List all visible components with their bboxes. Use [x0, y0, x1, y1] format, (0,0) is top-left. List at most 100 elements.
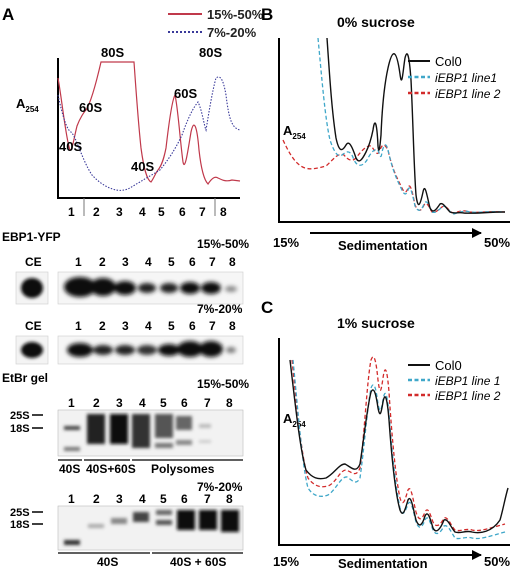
fraction-4: 4 [139, 205, 146, 219]
gel2-lane-2: 2 [93, 492, 100, 506]
fraction-1: 1 [68, 205, 75, 219]
blot1-lane-labels: CE 1 2 3 4 5 6 7 8 [25, 255, 236, 269]
gel1-group-40s: 40S [59, 462, 80, 476]
gel1-frame [57, 409, 244, 457]
gel1-lane-8: 8 [226, 396, 233, 410]
blot2-ce-band [21, 342, 43, 358]
panel-a-letter: A [2, 5, 14, 24]
gel1-lane-labels: 1 2 3 4 5 6 7 8 [68, 396, 233, 410]
blot1-ce-label: CE [25, 255, 42, 269]
blot1-lane-2: 2 [99, 255, 106, 269]
blot1-lane-4: 4 [145, 255, 152, 269]
gel2-lane-labels: 1 2 3 4 5 6 7 8 [68, 492, 233, 506]
panel-c-trace-line2 [291, 356, 506, 532]
panel-c-legend-line2: iEBP1 line 2 [435, 389, 501, 403]
panel-b-trace-col0 [326, 37, 506, 214]
blot1-gradient: 15%-50% [197, 237, 249, 251]
blot2-lane-labels: CE 1 2 3 4 5 6 7 8 [25, 319, 236, 333]
panel-b-x-label: Sedimentation [338, 238, 428, 253]
panel-c-trace-col0 [289, 359, 509, 534]
blot2-image [15, 335, 244, 365]
blot2-lane-5: 5 [168, 319, 175, 333]
gel2-bands [64, 510, 239, 545]
panel-b-y-label: A254 [283, 123, 306, 141]
gel1-lane-6: 6 [181, 396, 188, 410]
panel-c-legend-line1: iEBP1 line 1 [435, 374, 500, 388]
profile-15-50 [57, 61, 241, 185]
gel1-image [57, 409, 244, 457]
gel2-group-40s: 40S [97, 555, 118, 569]
blot2-lane-8: 8 [229, 319, 236, 333]
gel2-lane-7: 7 [204, 492, 211, 506]
peak-label-80s-blue: 80S [199, 45, 222, 60]
panel-b-letter: B [261, 5, 273, 24]
panel-b-legend: Col0 iEBP1 line1 iEBP1 line 2 [408, 54, 501, 101]
fraction-5: 5 [158, 205, 165, 219]
fraction-8: 8 [220, 205, 227, 219]
gel1-lane-3: 3 [116, 396, 123, 410]
gel2-groups: 40S 40S + 60S [58, 552, 243, 569]
panel-b: B 0% sucrose A254 Col0 iEBP1 line1 iEBP1… [261, 5, 510, 253]
panel-b-x-start: 15% [273, 235, 299, 250]
gel1-groups: 40S 40S+60S Polysomes [58, 459, 243, 476]
blot1-lane-6: 6 [189, 255, 196, 269]
panel-c-x-label: Sedimentation [338, 556, 428, 569]
profile-7-20 [57, 76, 241, 191]
panel-b-legend-line1: iEBP1 line1 [435, 71, 497, 85]
panel-c-legend: Col0 iEBP1 line 1 iEBP1 line 2 [408, 358, 501, 403]
panel-c-x-end: 50% [484, 554, 510, 569]
panel-a: A 15%-50% 7%-20% A254 80S 60S 40S 80S 60… [2, 5, 264, 569]
gel-title: EtBr gel [2, 371, 48, 385]
panel-c-x-start: 15% [273, 554, 299, 569]
blot2-lane-2: 2 [99, 319, 106, 333]
gel1-lane-2: 2 [93, 396, 100, 410]
gel1-bands [64, 414, 211, 451]
panel-a-peak-labels: 80S 60S 40S 80S 60S 40S [59, 45, 222, 174]
panel-b-title: 0% sucrose [337, 14, 415, 30]
blot1-bands [64, 277, 237, 297]
panel-c-title: 1% sucrose [337, 315, 415, 331]
blot1-lane-1: 1 [75, 255, 82, 269]
blot-title: EBP1-YFP [2, 230, 61, 244]
fraction-6: 6 [179, 205, 186, 219]
gel1-lane-1: 1 [68, 396, 75, 410]
peak-label-40s-blue: 40S [131, 159, 154, 174]
blot1-lane-8: 8 [229, 255, 236, 269]
blot1-image [15, 271, 244, 305]
gel1-gradient: 15%-50% [197, 377, 249, 391]
gel2-lane-8: 8 [226, 492, 233, 506]
blot1-ce-band [21, 278, 43, 298]
gel2-lane-5: 5 [160, 492, 167, 506]
gel1-lane-4: 4 [139, 396, 146, 410]
panel-b-x-end: 50% [484, 235, 510, 250]
panel-c-y-label: A254 [283, 411, 306, 429]
gel2-image [57, 505, 244, 551]
fraction-2: 2 [93, 205, 100, 219]
peak-label-60s-blue: 60S [174, 86, 197, 101]
panel-a-legend: 15%-50% 7%-20% [168, 7, 264, 40]
gel1-lane-7: 7 [204, 396, 211, 410]
panel-b-trace-line1 [317, 37, 506, 215]
fraction-3: 3 [116, 205, 123, 219]
panel-c-letter: C [261, 298, 273, 317]
blot2-lane-6: 6 [189, 319, 196, 333]
gel2-lane-6: 6 [181, 492, 188, 506]
gel2-lane-4: 4 [139, 492, 146, 506]
panel-c-legend-col0: Col0 [435, 358, 462, 373]
panel-b-legend-col0: Col0 [435, 54, 462, 69]
blot2-gradient: 7%-20% [197, 302, 243, 316]
panel-b-legend-line2: iEBP1 line 2 [435, 87, 501, 101]
gel2-lane-3: 3 [116, 492, 123, 506]
gel2-gradient: 7%-20% [197, 480, 243, 494]
legend-label-15-50: 15%-50% [207, 7, 264, 22]
gel2-group-40s60s: 40S + 60S [170, 555, 226, 569]
blot1-lane-3: 3 [122, 255, 129, 269]
fraction-7: 7 [199, 205, 206, 219]
gel1-25s-label: 25S [10, 410, 30, 422]
gel1-18s-label: 18S [10, 423, 30, 435]
gel1-group-polysomes: Polysomes [151, 462, 215, 476]
blot2-lane-4: 4 [145, 319, 152, 333]
gel2-lane-1: 1 [68, 492, 75, 506]
blot2-bands [67, 341, 236, 357]
